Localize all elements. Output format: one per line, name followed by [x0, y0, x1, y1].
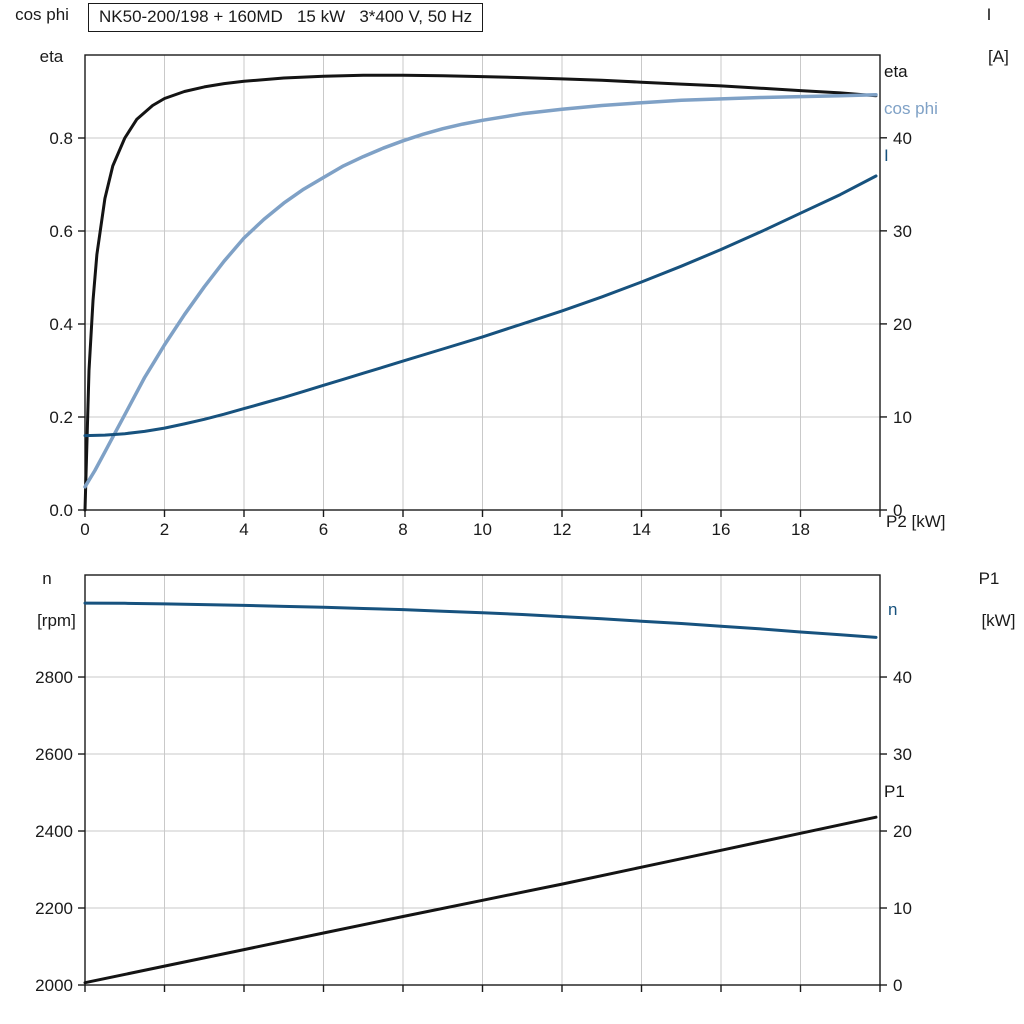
p1-curve-label: P1 — [884, 782, 905, 801]
right-tick-label: 20 — [893, 822, 912, 841]
upper-left-axis-title-line2: eta — [39, 47, 64, 66]
upper-right-axis-title-line1: I — [986, 5, 992, 24]
lower-right-axis-title-line2: [kW] — [981, 611, 1016, 630]
right-tick-label: 30 — [893, 745, 912, 764]
x-tick-label: 6 — [319, 520, 328, 539]
current-curve-label: I — [884, 146, 889, 165]
x-tick-label: 8 — [398, 520, 407, 539]
left-tick-label: 2400 — [35, 822, 73, 841]
lower-chart-svg: 2000 2200 2400 2600 2800 0 10 20 30 40 — [35, 574, 912, 995]
left-tick-label: 2800 — [35, 668, 73, 687]
lower-right-axis-title-line1: P1 — [978, 569, 1000, 588]
left-tick-label: 2200 — [35, 899, 73, 918]
right-tick-label: 0 — [893, 976, 902, 995]
x-tick-label: 2 — [160, 520, 169, 539]
lower-left-axis-title-line1: n — [42, 569, 52, 588]
x-tick-label: 12 — [553, 520, 572, 539]
left-tick-label: 0.6 — [49, 222, 73, 241]
cos_phi-curve — [83, 93, 878, 489]
x-tick-label: 10 — [473, 520, 492, 539]
eta-curve-label: eta — [884, 62, 908, 81]
x-tick-label: 0 — [80, 520, 89, 539]
upper-left-axis-title-line1: cos phi — [15, 5, 69, 24]
lower-right-axis-title: P1 [kW] — [960, 568, 1018, 631]
x-tick-label: 4 — [239, 520, 248, 539]
I-curve — [83, 174, 878, 438]
upper-chart-svg: 0 2 4 6 8 10 12 14 16 18 0.0 0.2 0.4 0.6 0.8 0 10 20 30 40 — [49, 54, 912, 539]
x-tick-label: 14 — [632, 520, 651, 539]
left-tick-label: 2000 — [35, 976, 73, 995]
right-tick-label: 30 — [893, 222, 912, 241]
P1-curve — [83, 815, 878, 985]
left-tick-label: 0.4 — [49, 315, 73, 334]
upper-right-axis-title-line2: [A] — [988, 47, 1009, 66]
left-tick-label: 0.0 — [49, 501, 73, 520]
right-tick-label: 40 — [893, 668, 912, 687]
x-axis-label: P2 [kW] — [886, 512, 946, 531]
x-tick-label: 18 — [791, 520, 810, 539]
chart-title: NK50-200/198 + 160MD 15 kW 3*400 V, 50 H… — [88, 3, 484, 32]
right-tick-label: 40 — [893, 129, 912, 148]
cos-phi-curve-label: cos phi — [884, 99, 938, 118]
lower-left-axis-title: n [rpm] — [12, 568, 82, 631]
upper-left-axis-title: cos phi eta — [6, 4, 78, 67]
n-curve — [83, 601, 878, 639]
speed-curve-label: n — [888, 600, 898, 619]
left-tick-label: 2600 — [35, 745, 73, 764]
right-tick-label: 10 — [893, 408, 912, 427]
right-tick-label: 0 — [893, 501, 902, 520]
lower-left-axis-title-line2: [rpm] — [37, 611, 76, 630]
right-tick-label: 10 — [893, 899, 912, 918]
upper-right-axis-title: I [A] — [960, 4, 1018, 67]
left-tick-label: 0.8 — [49, 129, 73, 148]
right-tick-label: 20 — [893, 315, 912, 334]
x-tick-label: 16 — [712, 520, 731, 539]
left-tick-label: 0.2 — [49, 408, 73, 427]
eta-curve — [83, 73, 878, 512]
